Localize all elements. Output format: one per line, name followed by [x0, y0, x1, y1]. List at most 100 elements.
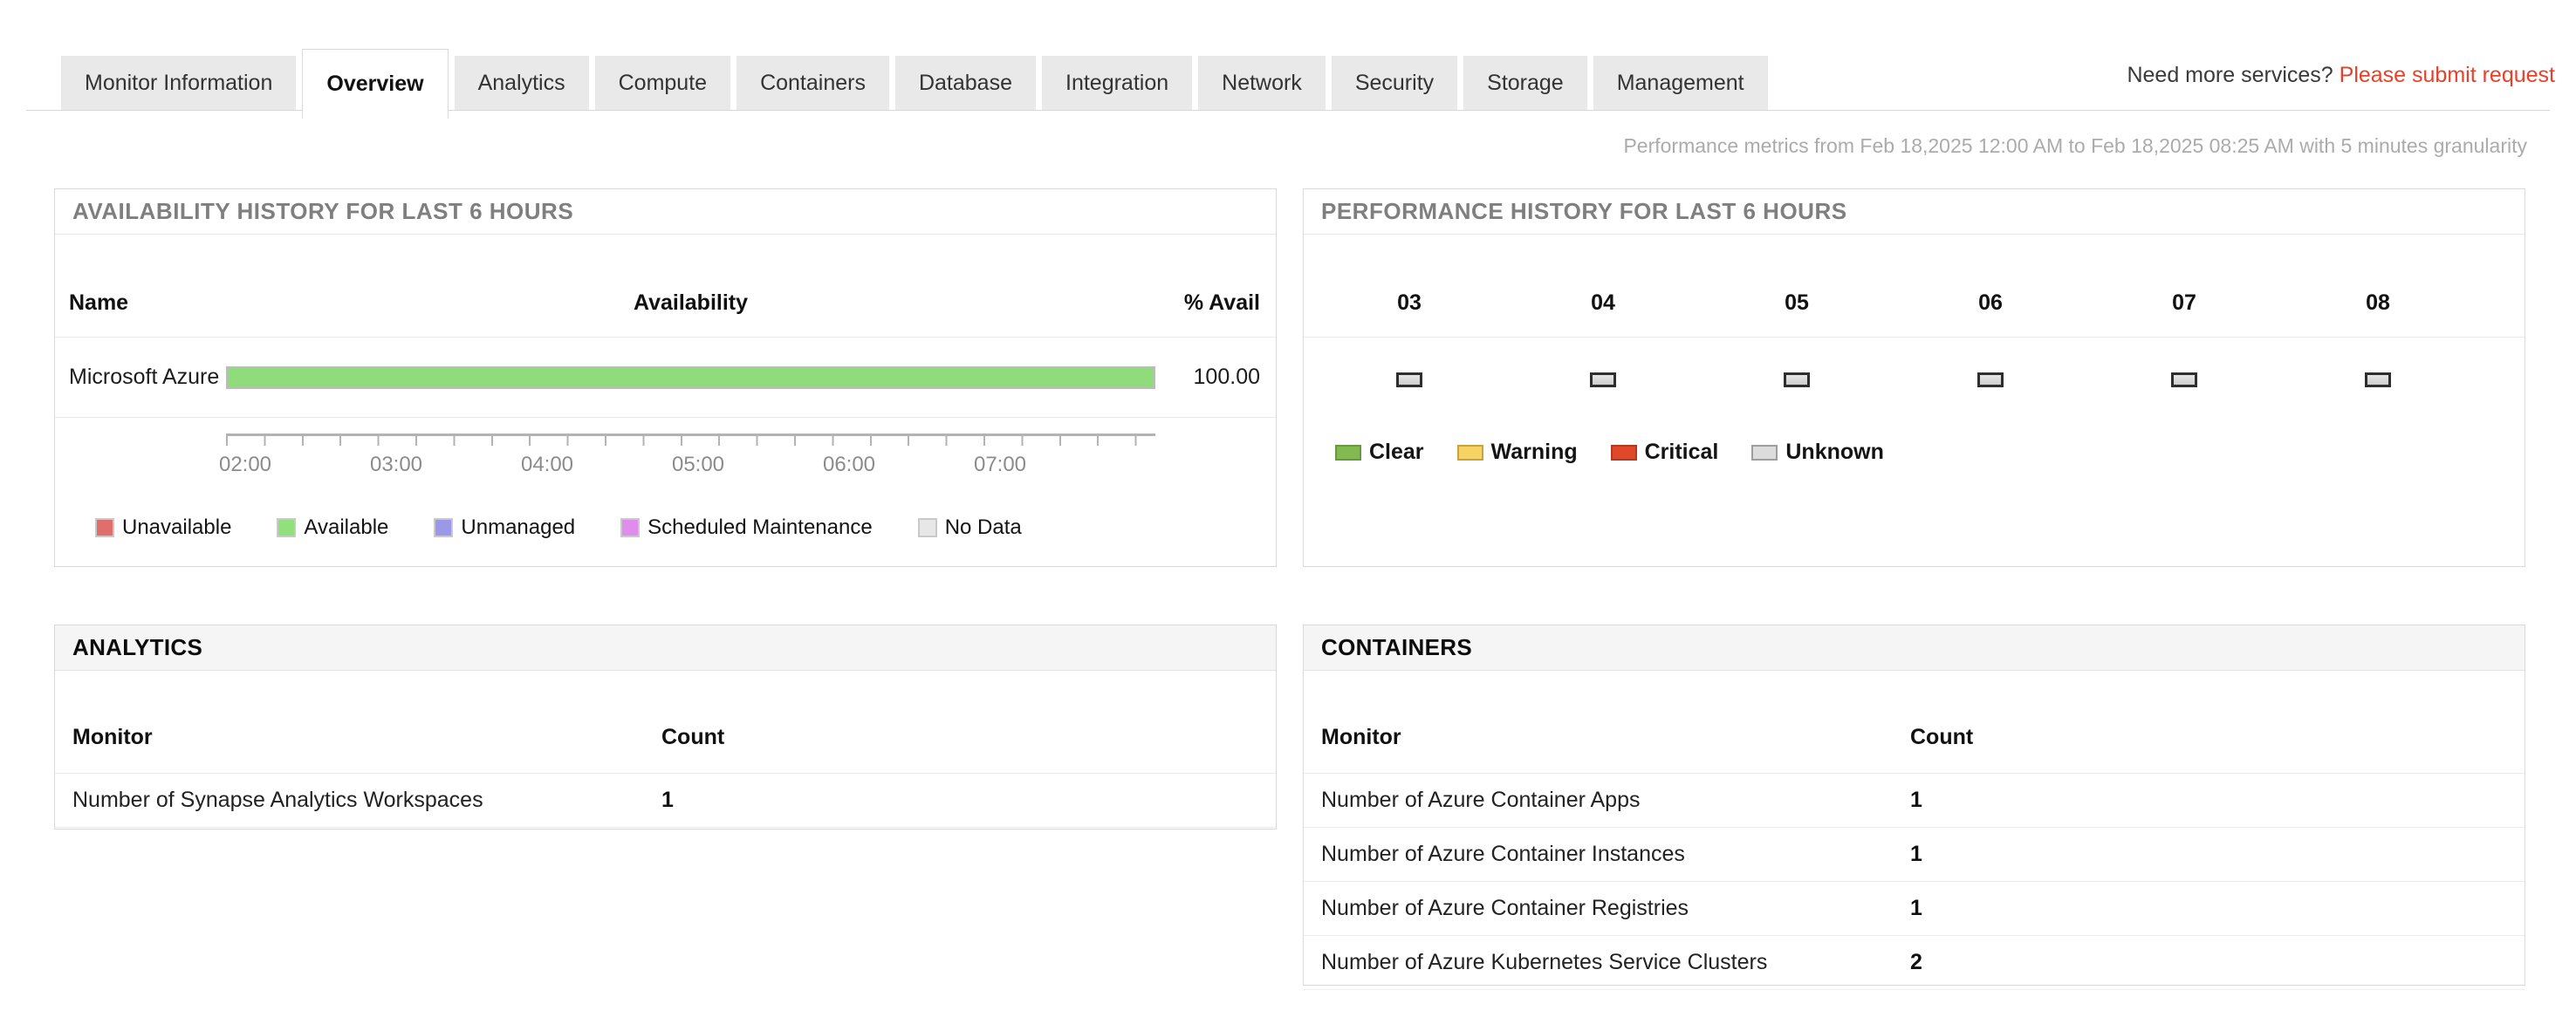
containers-panel: CONTAINERS Monitor Count Number of Azure… — [1303, 625, 2525, 990]
performance-hour-header: 03 04 05 06 07 08 — [1304, 235, 2525, 338]
performance-history-panel: PERFORMANCE HISTORY FOR LAST 6 HOURS 03 … — [1303, 188, 2525, 567]
legend-label: Critical — [1644, 440, 1719, 464]
unmanaged-swatch-icon — [434, 518, 454, 537]
monitor-name: Number of Azure Kubernetes Service Clust… — [1321, 950, 1768, 974]
legend-item-available: Available — [277, 516, 388, 540]
status-box-06[interactable] — [1977, 372, 2004, 387]
legend-item-unmanaged: Unmanaged — [434, 516, 575, 540]
legend-label: Unavailable — [122, 516, 232, 539]
availability-bar — [226, 365, 1155, 389]
column-header-count: Count — [661, 725, 725, 749]
tab-network[interactable]: Network — [1198, 56, 1326, 110]
performance-legend: Clear Warning Critical Unknown — [1304, 440, 2525, 465]
status-box-07[interactable] — [2171, 372, 2197, 387]
monitor-name: Number of Azure Container Apps — [1321, 788, 1641, 812]
legend-label: Clear — [1369, 440, 1424, 464]
monitor-name: Number of Synapse Analytics Workspaces — [72, 788, 483, 812]
time-axis-ticks — [226, 434, 1155, 446]
tab-analytics[interactable]: Analytics — [454, 56, 589, 110]
scheduled-maintenance-swatch-icon — [620, 518, 641, 537]
table-row: Number of Azure Container Apps 1 — [1304, 774, 2525, 828]
legend-label: Scheduled Maintenance — [647, 516, 873, 539]
tab-integration[interactable]: Integration — [1042, 56, 1193, 110]
availability-table-header: Name Availability % Avail — [55, 235, 1276, 338]
availability-legend: Unavailable Available Unmanaged Schedule… — [55, 516, 1276, 540]
monitor-count: 1 — [1910, 788, 1922, 812]
available-swatch-icon — [277, 518, 297, 537]
status-box-05[interactable] — [1784, 372, 1810, 387]
hour-column-03: 03 — [1397, 290, 1422, 315]
containers-table-header: Monitor Count — [1304, 671, 2525, 774]
axis-label: 07:00 — [973, 453, 1027, 476]
legend-label: Available — [304, 516, 389, 539]
monitor-name: Number of Azure Container Instances — [1321, 842, 1685, 866]
need-more-services-text: Need more services? — [2127, 63, 2333, 87]
status-box-04[interactable] — [1590, 372, 1616, 387]
legend-item-scheduled-maintenance: Scheduled Maintenance — [620, 516, 873, 540]
hour-column-07: 07 — [2172, 290, 2196, 315]
legend-label: Unmanaged — [461, 516, 576, 539]
performance-status-row — [1304, 372, 2525, 387]
tab-storage[interactable]: Storage — [1463, 56, 1587, 110]
tabbar: Monitor Information Overview Analytics C… — [61, 49, 1768, 119]
column-header-count: Count — [1910, 725, 1974, 749]
tab-containers[interactable]: Containers — [736, 56, 889, 110]
tab-compute[interactable]: Compute — [594, 56, 731, 110]
hour-column-06: 06 — [1978, 290, 2003, 315]
clear-swatch-icon — [1335, 444, 1361, 461]
column-header-percent-avail: % Avail — [1183, 290, 1260, 315]
status-box-03[interactable] — [1396, 372, 1422, 387]
column-header-name: Name — [69, 290, 129, 315]
column-header-monitor: Monitor — [1321, 725, 1401, 749]
table-row: Microsoft Azure 100.00 — [55, 338, 1276, 418]
containers-panel-title: CONTAINERS — [1304, 625, 2525, 671]
performance-panel-title: PERFORMANCE HISTORY FOR LAST 6 HOURS — [1304, 189, 2525, 235]
time-axis: 02:00 03:00 04:00 05:00 06:00 07:00 — [219, 434, 1155, 486]
no-data-swatch-icon — [917, 518, 937, 537]
monitor-count: 1 — [661, 788, 674, 812]
performance-metrics-note: Performance metrics from Feb 18,2025 12:… — [1623, 134, 2527, 157]
analytics-panel-title: ANALYTICS — [55, 625, 1276, 671]
tab-monitor-information[interactable]: Monitor Information — [61, 56, 297, 110]
table-row: Number of Synapse Analytics Workspaces 1 — [55, 774, 1276, 828]
legend-item-warning: Warning — [1456, 440, 1578, 465]
legend-item-critical: Critical — [1610, 440, 1719, 465]
unavailable-swatch-icon — [95, 518, 114, 537]
submit-request-link[interactable]: Please submit request — [2339, 63, 2555, 87]
tabbar-separator — [26, 110, 2550, 111]
monitor-count: 2 — [1910, 950, 1922, 974]
axis-label: 03:00 — [369, 453, 423, 476]
tab-security[interactable]: Security — [1331, 56, 1458, 110]
status-box-08[interactable] — [2365, 372, 2391, 387]
legend-label: Unknown — [1785, 440, 1884, 464]
monitor-count: 1 — [1910, 896, 1922, 920]
legend-item-no-data: No Data — [917, 516, 1022, 540]
availability-panel-title: AVAILABILITY HISTORY FOR LAST 6 HOURS — [55, 189, 1276, 235]
hour-column-04: 04 — [1591, 290, 1615, 315]
hour-column-08: 08 — [2366, 290, 2390, 315]
availability-bar-track — [226, 365, 1155, 389]
axis-label: 06:00 — [822, 453, 876, 476]
table-row: Number of Azure Container Registries 1 — [1304, 882, 2525, 936]
legend-item-unknown: Unknown — [1751, 440, 1884, 465]
warning-swatch-icon — [1456, 444, 1483, 461]
analytics-panel: ANALYTICS Monitor Count Number of Synaps… — [54, 625, 1277, 830]
monitor-count: 1 — [1910, 842, 1922, 866]
tab-overview[interactable]: Overview — [302, 49, 449, 119]
legend-label: No Data — [944, 516, 1022, 539]
unknown-swatch-icon — [1751, 444, 1778, 461]
need-more-services: Need more services? Please submit reques… — [2127, 63, 2555, 88]
column-header-monitor: Monitor — [72, 725, 153, 749]
tab-database[interactable]: Database — [894, 56, 1036, 110]
legend-label: Warning — [1490, 440, 1578, 464]
tab-management[interactable]: Management — [1593, 56, 1768, 110]
axis-label: 05:00 — [671, 453, 725, 476]
critical-swatch-icon — [1610, 444, 1637, 461]
monitor-name: Number of Azure Container Registries — [1321, 896, 1689, 920]
monitor-name: Microsoft Azure — [69, 365, 220, 389]
legend-item-unavailable: Unavailable — [95, 516, 231, 540]
availability-percent-value: 100.00 — [1193, 365, 1260, 389]
axis-label: 04:00 — [520, 453, 574, 476]
availability-history-panel: AVAILABILITY HISTORY FOR LAST 6 HOURS Na… — [54, 188, 1277, 567]
table-row: Number of Azure Container Instances 1 — [1304, 828, 2525, 882]
